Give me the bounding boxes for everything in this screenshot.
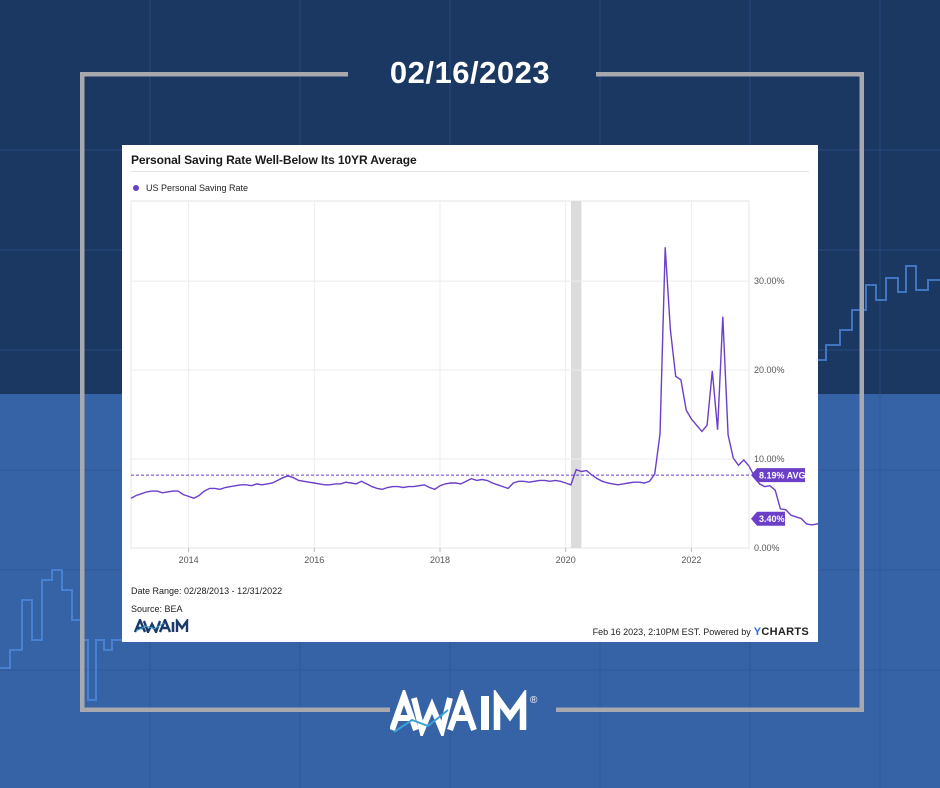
average-label-text: 8.19% AVG	[759, 471, 806, 481]
last-value-label-tag	[751, 511, 785, 526]
x-tick-label: 2020	[556, 555, 576, 565]
frame-border	[80, 72, 864, 712]
chart-card: Personal Saving Rate Well-Below Its 10YR…	[122, 145, 818, 642]
footer-text: Feb 16 2023, 2:10PM EST. Powered by	[592, 627, 751, 637]
page-date-title: 02/16/2023	[389, 55, 551, 90]
y-tick-label: 0.00%	[754, 543, 780, 553]
ycharts-logo[interactable]: YCHARTS	[753, 626, 809, 638]
series-line	[130, 247, 818, 526]
y-tick-label: 10.00%	[754, 454, 785, 464]
decorative-line-left	[0, 569, 80, 669]
awaim-logo: ®	[390, 690, 538, 736]
chart-plot: 0.00% 10.00% 20.00% 30.00% 2014 2016 2018 2020 2…	[130, 200, 818, 565]
date-range-label: Date Range: 02/28/2013 - 12/31/2022	[131, 586, 283, 596]
chart-legend[interactable]: US Personal Saving Rate	[131, 183, 248, 193]
footer-credit: Feb 16 2023, 2:10PM EST. Powered by YCHA…	[593, 626, 809, 638]
legend-label: US Personal Saving Rate	[146, 183, 249, 193]
y-tick-label: 20.00%	[754, 365, 785, 375]
chart-title: Personal Saving Rate Well-Below Its 10YR…	[131, 153, 417, 167]
svg-text:®: ®	[530, 695, 538, 706]
x-tick-label: 2022	[681, 555, 701, 565]
x-tick-label: 2016	[304, 555, 324, 565]
recession-band	[570, 201, 582, 548]
decorative-line-right	[818, 265, 940, 361]
awaim-small-logo	[134, 619, 189, 633]
decorative-line-left-2	[80, 639, 122, 701]
legend-dot-icon	[133, 185, 139, 191]
title-divider	[131, 171, 809, 172]
last-value-label-text: 3.40%	[759, 514, 785, 524]
average-label-tag	[751, 468, 805, 483]
y-tick-label: 30.00%	[754, 276, 785, 286]
x-tick-label: 2014	[179, 555, 199, 565]
x-tick-label: 2018	[430, 555, 450, 565]
source-label: Source: BEA	[131, 604, 183, 614]
